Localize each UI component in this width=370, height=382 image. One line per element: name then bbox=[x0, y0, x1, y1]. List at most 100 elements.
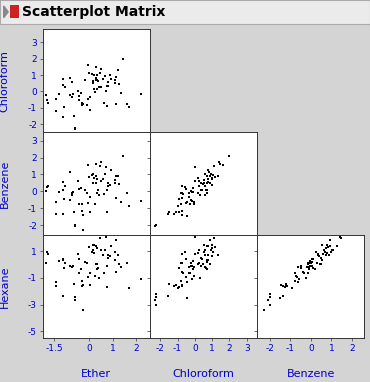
Point bbox=[67, 92, 73, 98]
Point bbox=[206, 261, 212, 267]
Point bbox=[201, 248, 207, 254]
Point bbox=[94, 261, 100, 267]
Point bbox=[189, 189, 195, 195]
Point bbox=[78, 185, 84, 191]
Point bbox=[198, 255, 204, 261]
Point bbox=[90, 180, 96, 186]
Point bbox=[87, 282, 93, 288]
Point bbox=[152, 223, 158, 229]
Point bbox=[192, 178, 198, 185]
Point bbox=[191, 274, 197, 280]
Point bbox=[209, 253, 215, 259]
Point bbox=[317, 261, 323, 267]
Text: Chloroform: Chloroform bbox=[172, 369, 235, 379]
Point bbox=[294, 274, 300, 280]
Point bbox=[103, 234, 109, 240]
Point bbox=[72, 297, 78, 303]
Point bbox=[112, 177, 118, 183]
Point bbox=[204, 180, 210, 186]
Point bbox=[86, 174, 92, 180]
Point bbox=[118, 264, 124, 270]
Point bbox=[321, 247, 327, 253]
Point bbox=[176, 265, 182, 271]
Point bbox=[83, 259, 88, 265]
Point bbox=[94, 86, 100, 92]
Text: Scatterplot Matrix: Scatterplot Matrix bbox=[22, 5, 166, 19]
Point bbox=[160, 214, 166, 220]
Point bbox=[267, 303, 273, 309]
Point bbox=[153, 222, 159, 228]
Point bbox=[67, 169, 73, 175]
Point bbox=[101, 100, 107, 106]
Point bbox=[176, 196, 182, 202]
Point bbox=[118, 199, 124, 205]
Point bbox=[113, 173, 119, 179]
Point bbox=[201, 180, 206, 186]
Point bbox=[45, 251, 51, 257]
Point bbox=[197, 275, 203, 282]
Point bbox=[113, 194, 119, 201]
Point bbox=[208, 247, 214, 253]
Point bbox=[89, 249, 95, 255]
Point bbox=[179, 251, 185, 257]
Point bbox=[63, 260, 68, 266]
Point bbox=[80, 201, 85, 207]
Point bbox=[67, 75, 73, 81]
Point bbox=[265, 297, 271, 303]
Point bbox=[75, 94, 81, 100]
Point bbox=[44, 249, 50, 256]
Point bbox=[105, 79, 111, 85]
Point bbox=[203, 187, 209, 193]
Point bbox=[190, 185, 196, 191]
Point bbox=[200, 261, 206, 267]
Point bbox=[202, 183, 208, 189]
Point bbox=[108, 76, 114, 82]
Point bbox=[69, 190, 75, 196]
Point bbox=[108, 253, 114, 259]
Point bbox=[126, 104, 132, 110]
Point bbox=[195, 261, 201, 267]
Point bbox=[179, 194, 185, 201]
Point bbox=[91, 250, 97, 256]
Point bbox=[98, 84, 104, 91]
Point bbox=[95, 265, 101, 271]
Point bbox=[188, 188, 194, 194]
Point bbox=[337, 234, 343, 240]
Point bbox=[53, 211, 58, 217]
Point bbox=[77, 186, 83, 192]
Point bbox=[196, 178, 202, 184]
Point bbox=[70, 91, 76, 97]
Point bbox=[202, 171, 208, 177]
Point bbox=[86, 244, 92, 251]
Point bbox=[75, 201, 81, 207]
Point bbox=[93, 77, 99, 83]
Point bbox=[91, 242, 97, 248]
Point bbox=[166, 209, 172, 215]
Point bbox=[69, 94, 75, 100]
Point bbox=[87, 209, 93, 215]
Point bbox=[212, 174, 218, 180]
Point bbox=[189, 198, 195, 204]
Point bbox=[209, 245, 215, 251]
Point bbox=[108, 181, 114, 188]
Point bbox=[44, 97, 50, 104]
Point bbox=[116, 261, 122, 267]
Point bbox=[329, 247, 335, 253]
Point bbox=[280, 283, 286, 289]
Point bbox=[310, 256, 316, 262]
Point bbox=[12, 222, 18, 228]
Point bbox=[108, 243, 114, 249]
Point bbox=[153, 222, 159, 228]
Point bbox=[116, 181, 122, 187]
Point bbox=[89, 172, 95, 178]
Point bbox=[60, 257, 66, 263]
Point bbox=[53, 96, 59, 102]
Point bbox=[292, 270, 298, 276]
Point bbox=[338, 235, 344, 241]
Point bbox=[115, 252, 121, 258]
Point bbox=[309, 263, 315, 269]
Point bbox=[306, 264, 312, 270]
Point bbox=[93, 180, 99, 186]
Point bbox=[57, 91, 63, 97]
Point bbox=[280, 293, 286, 299]
